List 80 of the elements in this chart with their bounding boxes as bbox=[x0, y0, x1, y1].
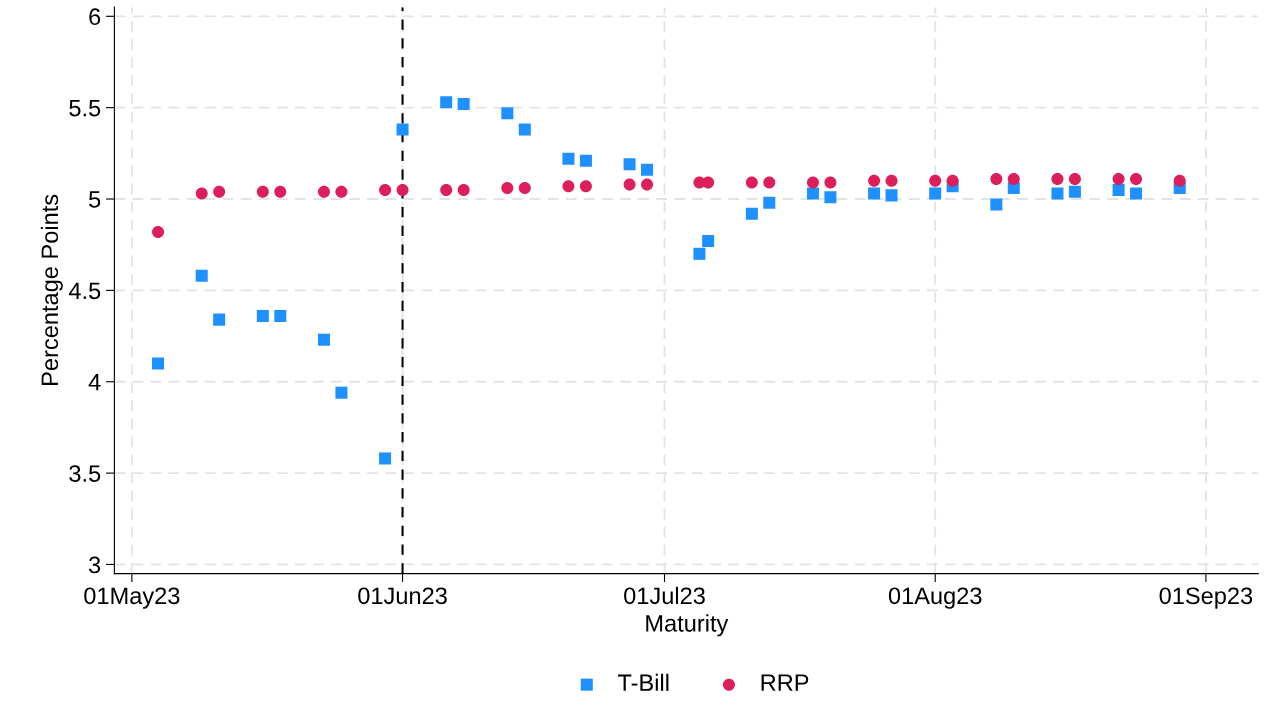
point bbox=[929, 187, 942, 200]
y-tick-label: 5 bbox=[89, 191, 101, 208]
point bbox=[195, 269, 208, 282]
point bbox=[152, 225, 165, 238]
point bbox=[152, 357, 165, 370]
point bbox=[1068, 185, 1081, 198]
point bbox=[745, 207, 758, 220]
y-tick-label: 3.5 bbox=[69, 465, 101, 482]
point bbox=[440, 183, 453, 196]
point bbox=[868, 174, 881, 187]
point bbox=[1007, 172, 1020, 185]
x-tick-label: 01Sep23 bbox=[1159, 587, 1253, 609]
point bbox=[745, 176, 758, 189]
point bbox=[379, 452, 392, 465]
x-tick-label: 01Jun23 bbox=[358, 587, 447, 605]
point bbox=[702, 176, 715, 189]
y-tick-label: 3 bbox=[88, 556, 101, 574]
point bbox=[213, 185, 226, 198]
y-tick-label: 5.5 bbox=[69, 99, 101, 117]
point bbox=[1130, 172, 1143, 185]
legend-label: T-Bill bbox=[618, 673, 669, 691]
point bbox=[579, 154, 592, 167]
point bbox=[562, 180, 575, 193]
x-tick-label: 01Jul23 bbox=[624, 586, 705, 605]
point bbox=[868, 187, 881, 200]
point bbox=[623, 178, 636, 191]
point bbox=[946, 174, 959, 187]
point bbox=[579, 180, 592, 193]
y-tick-label: 6 bbox=[89, 8, 101, 26]
point bbox=[501, 107, 514, 120]
point bbox=[379, 183, 392, 196]
legend-label: RRP bbox=[761, 674, 809, 691]
point bbox=[274, 185, 287, 198]
point bbox=[990, 172, 1003, 185]
point bbox=[317, 185, 330, 198]
x-tick-label: 01Aug23 bbox=[888, 587, 982, 609]
point bbox=[457, 98, 470, 111]
point bbox=[641, 178, 654, 191]
point bbox=[824, 191, 837, 204]
point bbox=[1068, 172, 1081, 185]
point bbox=[885, 189, 898, 202]
point bbox=[256, 185, 269, 198]
point bbox=[518, 182, 531, 195]
point bbox=[213, 313, 226, 326]
x-tick-label: 01May23 bbox=[84, 587, 180, 609]
point bbox=[335, 386, 348, 399]
point bbox=[1112, 172, 1125, 185]
point bbox=[1130, 187, 1143, 200]
point bbox=[518, 123, 531, 136]
point bbox=[702, 235, 715, 248]
point bbox=[763, 176, 776, 189]
y-tick-label: 4 bbox=[88, 374, 101, 391]
point bbox=[335, 185, 348, 198]
point bbox=[929, 174, 942, 187]
point bbox=[274, 309, 287, 322]
point bbox=[641, 163, 654, 176]
point bbox=[763, 196, 776, 209]
point bbox=[824, 176, 837, 189]
point bbox=[1051, 172, 1064, 185]
point bbox=[501, 182, 514, 195]
point bbox=[990, 198, 1003, 211]
point bbox=[806, 187, 819, 200]
point bbox=[396, 183, 409, 196]
point bbox=[562, 152, 575, 165]
point bbox=[623, 158, 636, 171]
y-axis-title: Percentage Points bbox=[40, 194, 63, 385]
point bbox=[806, 176, 819, 189]
point bbox=[317, 333, 330, 346]
point bbox=[195, 187, 208, 200]
point bbox=[885, 174, 898, 187]
point bbox=[1051, 187, 1064, 200]
point bbox=[457, 183, 470, 196]
y-tick-label: 4.5 bbox=[68, 282, 101, 300]
point bbox=[1112, 183, 1125, 196]
point bbox=[1173, 174, 1186, 187]
x-axis-title: Maturity bbox=[646, 614, 729, 637]
point bbox=[693, 247, 706, 260]
point bbox=[440, 96, 453, 109]
point bbox=[396, 123, 409, 136]
point bbox=[256, 309, 269, 322]
